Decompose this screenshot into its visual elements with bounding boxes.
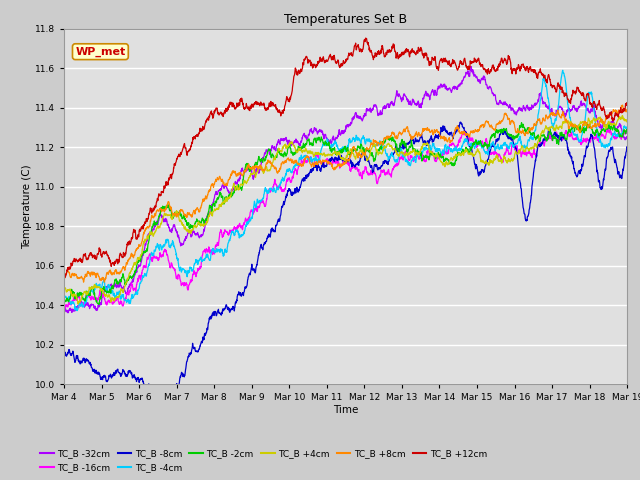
TC_B -2cm [218,194,225,200]
Line: TC_B +4cm: TC_B +4cm [64,116,627,304]
TC_B -32cm [510,108,518,114]
TC_B +8cm [574,125,582,131]
TC_B +4cm [574,125,582,131]
TC_B +8cm [374,140,382,146]
TC_B +4cm [218,202,225,208]
TC_B -8cm [218,312,225,318]
TC_B -4cm [60,295,68,301]
TC_B -16cm [218,229,225,235]
TC_B +12cm [589,100,597,106]
Line: TC_B -4cm: TC_B -4cm [64,70,627,311]
TC_B +8cm [218,179,225,184]
TC_B +8cm [589,123,597,129]
TC_B -16cm [60,303,68,309]
TC_B +12cm [375,48,383,53]
Y-axis label: Temperature (C): Temperature (C) [22,164,32,249]
TC_B +8cm [362,146,370,152]
TC_B +8cm [619,102,627,108]
TC_B -16cm [623,130,631,136]
TC_B +12cm [218,110,225,116]
TC_B +4cm [619,113,627,119]
TC_B -2cm [374,147,382,153]
TC_B -32cm [374,111,382,117]
Line: TC_B -2cm: TC_B -2cm [64,123,627,304]
TC_B +4cm [74,301,82,307]
TC_B -8cm [574,171,582,177]
TC_B -32cm [574,106,582,111]
TC_B -4cm [362,139,370,144]
TC_B -32cm [64,310,72,315]
TC_B -8cm [456,120,464,125]
TC_B -2cm [362,146,370,152]
TC_B -16cm [574,134,582,140]
TC_B +12cm [60,269,68,275]
TC_B +12cm [362,36,370,41]
TC_B -4cm [559,67,566,73]
TC_B -16cm [374,176,382,181]
TC_B +4cm [374,152,382,158]
Line: TC_B -32cm: TC_B -32cm [64,67,627,312]
Text: WP_met: WP_met [76,47,125,57]
TC_B -2cm [623,129,631,134]
Line: TC_B +12cm: TC_B +12cm [64,38,627,277]
TC_B +4cm [60,285,68,290]
TC_B -16cm [589,135,597,141]
TC_B +12cm [362,36,369,41]
TC_B -32cm [218,186,225,192]
TC_B -32cm [467,64,475,70]
TC_B -8cm [623,144,631,150]
TC_B +12cm [61,274,69,280]
TC_B -4cm [509,144,517,150]
TC_B -4cm [218,247,225,252]
TC_B +8cm [623,106,631,112]
Line: TC_B -8cm: TC_B -8cm [64,122,627,404]
TC_B -16cm [509,144,517,149]
TC_B +8cm [60,273,68,279]
TC_B -4cm [589,106,597,111]
TC_B -8cm [589,141,597,146]
Legend: TC_B -32cm, TC_B -16cm, TC_B -8cm, TC_B -4cm, TC_B -2cm, TC_B +4cm, TC_B +8cm, T: TC_B -32cm, TC_B -16cm, TC_B -8cm, TC_B … [36,446,491,476]
TC_B -2cm [574,124,582,130]
TC_B -4cm [374,143,382,148]
TC_B -8cm [163,401,171,407]
X-axis label: Time: Time [333,405,358,415]
TC_B -16cm [605,127,612,132]
TC_B -8cm [362,155,370,161]
TC_B -2cm [518,120,525,126]
TC_B -16cm [61,306,68,312]
TC_B +4cm [362,155,370,160]
TC_B -32cm [362,110,370,116]
Line: TC_B -16cm: TC_B -16cm [64,130,627,309]
TC_B +4cm [623,119,631,125]
TC_B -32cm [589,105,597,110]
TC_B -32cm [60,308,68,313]
Title: Temperatures Set B: Temperatures Set B [284,13,407,26]
TC_B -8cm [510,142,518,148]
TC_B -4cm [574,137,582,143]
TC_B -2cm [509,133,517,139]
TC_B -2cm [95,301,103,307]
TC_B +8cm [80,279,88,285]
TC_B +8cm [509,120,517,126]
TC_B +4cm [589,116,597,122]
TC_B -4cm [73,308,81,313]
TC_B -8cm [374,166,382,171]
TC_B +4cm [509,156,517,162]
TC_B -16cm [362,164,370,170]
TC_B -8cm [60,349,68,355]
TC_B -32cm [623,134,631,140]
TC_B -4cm [623,125,631,131]
TC_B -2cm [589,129,597,135]
TC_B +12cm [623,102,631,108]
Line: TC_B +8cm: TC_B +8cm [64,105,627,282]
TC_B +12cm [510,67,518,72]
TC_B +12cm [574,85,582,91]
TC_B -2cm [60,299,68,305]
